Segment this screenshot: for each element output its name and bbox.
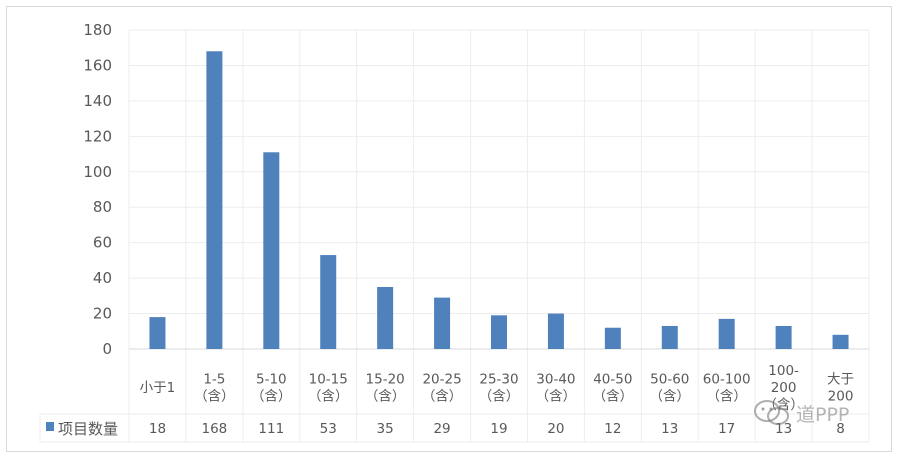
x-category-label-line: 15-20	[366, 372, 405, 388]
wechat-icon	[754, 400, 789, 425]
x-category-label: 40-50 （含）	[593, 372, 634, 405]
bar	[206, 51, 223, 350]
x-category-label-line: 60-100	[703, 372, 751, 388]
bar	[263, 152, 280, 349]
data-table-value: 8	[836, 421, 845, 437]
bar	[434, 297, 451, 349]
x-category-label-line: 大于	[827, 372, 854, 388]
y-tick-label: 180	[83, 21, 112, 39]
x-category-label-line: 100-	[768, 363, 799, 379]
x-category-label-line: （含）	[194, 389, 235, 405]
bar	[547, 313, 564, 349]
data-table-value: 17	[718, 421, 735, 437]
x-category-label-line: 5-10	[256, 372, 287, 388]
y-tick-label: 40	[93, 269, 112, 287]
bar	[832, 334, 849, 349]
x-category-label: 60-100 （含）	[703, 372, 751, 405]
x-category-label-line: 40-50	[593, 372, 632, 388]
x-category-label-line: （含）	[365, 389, 406, 405]
y-tick-label: 160	[83, 56, 112, 74]
x-category-label-line: 25-30	[479, 372, 518, 388]
x-category-label-line: 50-60	[650, 372, 689, 388]
x-category-label-line: （含）	[650, 389, 691, 405]
x-category-label: 1-5 （含）	[194, 372, 235, 405]
legend-label: 项目数量	[58, 420, 118, 438]
x-category-label: 50-60 （含）	[650, 372, 691, 405]
bar	[775, 325, 792, 349]
data-table-value: 53	[320, 421, 337, 437]
x-category-label: 5-10 （含）	[251, 372, 292, 405]
x-category-label-line: 30-40	[536, 372, 575, 388]
x-category-label: 20-25 （含）	[422, 372, 463, 405]
data-table-value: 13	[661, 421, 678, 437]
y-tick-label: 20	[93, 305, 112, 323]
x-category-label-line: （含）	[308, 389, 349, 405]
bar	[149, 317, 166, 349]
x-category-label: 10-15 （含）	[308, 372, 349, 405]
y-tick-label: 60	[93, 234, 112, 252]
data-table-value: 13	[775, 421, 792, 437]
bar	[661, 325, 678, 349]
x-category-label-line: （含）	[479, 389, 520, 405]
bar	[377, 286, 394, 349]
x-category-label-line: 小于1	[140, 380, 176, 396]
watermark-text: 道PPP	[796, 403, 850, 426]
data-table-value: 111	[258, 421, 284, 437]
data-table-value: 29	[433, 421, 450, 437]
bar	[604, 327, 621, 349]
watermark: 道PPP	[752, 396, 849, 430]
x-category-label-line: 1-5	[203, 372, 225, 388]
y-tick-label: 80	[93, 198, 112, 216]
x-category-label: 15-20 （含）	[365, 372, 406, 405]
x-category-label: 小于1	[140, 380, 176, 396]
x-category-label-line: （含）	[536, 389, 577, 405]
data-table-value: 18	[149, 421, 166, 437]
y-tick-label: 100	[83, 163, 112, 181]
x-category-label-line: 200	[771, 380, 797, 396]
bar	[320, 255, 337, 349]
bar	[491, 315, 507, 349]
x-category-label-line: （含）	[251, 389, 292, 405]
x-category-label: 25-30 （含）	[479, 372, 520, 405]
x-category-label-line: （含）	[593, 389, 634, 405]
data-table-value: 20	[547, 421, 564, 437]
x-category-label-line: （含）	[706, 389, 747, 405]
legend-swatch	[46, 422, 54, 431]
y-tick-label: 0	[102, 340, 112, 358]
x-category-label-line: 10-15	[309, 372, 348, 388]
x-category-label: 大于 200	[827, 372, 854, 405]
x-category-label-line: 200	[828, 389, 854, 405]
chart-frame	[6, 6, 892, 452]
y-tick-label: 120	[83, 127, 112, 145]
x-category-label-line: 20-25	[422, 372, 461, 388]
data-table-value: 19	[490, 421, 507, 437]
bar	[718, 318, 735, 349]
data-table-value: 12	[604, 421, 621, 437]
data-table-value: 168	[201, 421, 227, 437]
x-category-label: 100-200 （含）	[763, 363, 804, 413]
x-category-label: 30-40 （含）	[536, 372, 577, 405]
data-table-value: 35	[377, 421, 394, 437]
x-category-label-line: （含）	[422, 389, 463, 405]
y-tick-label: 140	[83, 92, 112, 110]
